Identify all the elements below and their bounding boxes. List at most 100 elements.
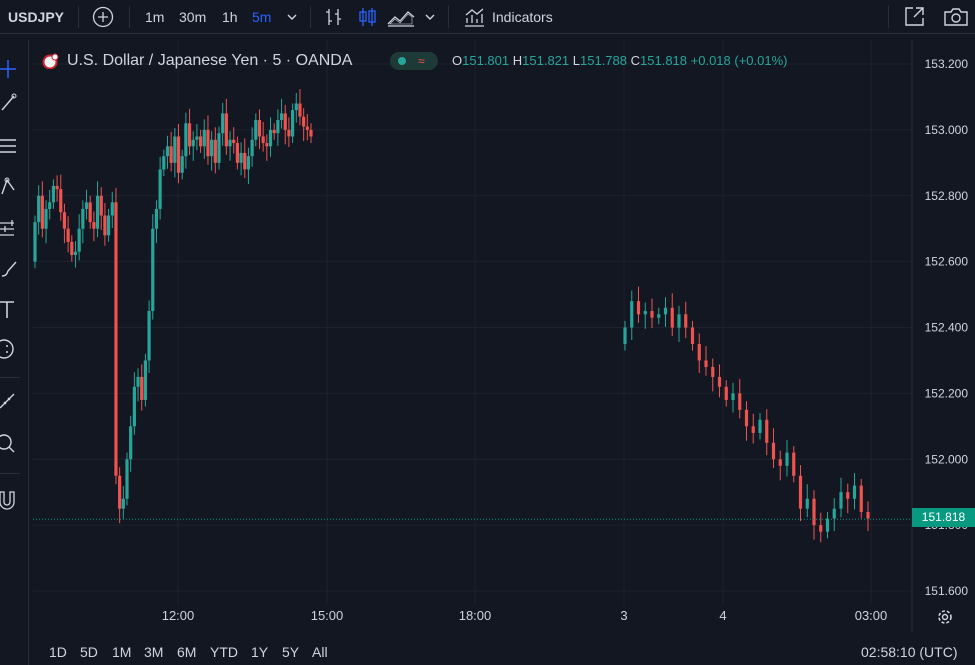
range-6m[interactable]: 6M: [177, 644, 197, 660]
pattern-icon[interactable]: [0, 176, 18, 198]
candle: [283, 104, 287, 145]
price-tick: 153.200: [925, 57, 969, 71]
range-5y[interactable]: 5Y: [282, 644, 300, 660]
interval-1m[interactable]: 1m: [145, 9, 165, 25]
candle-body: [771, 442, 776, 460]
candle-body: [59, 189, 63, 213]
candle: [199, 129, 203, 153]
candle-body: [158, 169, 162, 209]
market-open-dot: [398, 57, 406, 65]
forecast-icon[interactable]: [0, 218, 18, 240]
settings-gear-icon[interactable]: [935, 607, 955, 627]
current-price-tag: 151.818: [912, 508, 975, 527]
candle-body: [103, 215, 107, 236]
trendline-icon[interactable]: [0, 92, 18, 114]
bar-style-icon[interactable]: [323, 6, 345, 28]
candle-body: [711, 367, 715, 377]
candle-body: [257, 119, 262, 137]
time-tick: 18:00: [459, 608, 492, 623]
add-symbol-icon[interactable]: [92, 6, 114, 28]
candle-body: [73, 251, 78, 256]
candle-style-icon[interactable]: [357, 6, 379, 28]
brush-icon[interactable]: [0, 258, 18, 280]
candle: [711, 358, 715, 392]
candle: [118, 467, 122, 524]
price-tick: 152.400: [925, 321, 969, 335]
candle-body: [221, 113, 225, 134]
candle: [136, 368, 140, 402]
ohlc-values: O151.801 H151.821 L151.788 C151.818 +0.0…: [452, 50, 788, 72]
candle: [217, 126, 221, 170]
candle: [839, 477, 843, 518]
candle: [77, 214, 81, 261]
interval-30m[interactable]: 30m: [179, 9, 207, 25]
chevron-down-icon[interactable]: [424, 12, 436, 22]
fib-icon[interactable]: [0, 136, 18, 158]
interval-5m[interactable]: 5m: [252, 9, 272, 25]
candle: [81, 200, 85, 244]
candle: [636, 286, 641, 323]
cursor-icon[interactable]: [0, 58, 18, 80]
candle-body: [778, 459, 782, 466]
text-icon[interactable]: [0, 298, 18, 320]
candle-body: [254, 119, 258, 140]
candle: [107, 208, 111, 242]
range-1d[interactable]: 1D: [49, 644, 67, 660]
camera-icon[interactable]: [943, 5, 969, 27]
market-status-pill[interactable]: ≈: [390, 52, 438, 70]
range-3m[interactable]: 3M: [144, 644, 164, 660]
range-1y[interactable]: 1Y: [251, 644, 269, 660]
candle: [731, 382, 735, 413]
candle-body: [623, 327, 627, 344]
price-chart[interactable]: 153.200 153.000 152.800 152.600 152.400 152.2…: [33, 40, 975, 632]
chevron-down-icon[interactable]: [286, 12, 298, 22]
candle-body: [118, 475, 122, 509]
candle-body: [33, 222, 37, 262]
candle: [114, 187, 118, 485]
candle: [191, 131, 195, 161]
candle-body: [210, 139, 214, 157]
candle: [129, 415, 133, 472]
us-flag-icon: [42, 53, 59, 69]
candle: [751, 413, 755, 444]
price-tick: 152.000: [925, 452, 969, 466]
candle: [140, 364, 144, 411]
candle: [62, 203, 67, 244]
range-all[interactable]: All: [312, 644, 328, 660]
candle-body: [261, 136, 265, 144]
candle-body: [717, 376, 722, 387]
price-tick: 152.600: [925, 255, 969, 269]
candle-body: [751, 426, 755, 433]
candle-body: [40, 195, 44, 229]
candle: [92, 211, 96, 242]
zoom-icon[interactable]: [0, 433, 18, 455]
interval-1h[interactable]: 1h: [222, 9, 238, 25]
area-style-icon[interactable]: [387, 6, 415, 28]
candle: [309, 123, 313, 144]
candle-body: [250, 139, 254, 157]
emoji-icon[interactable]: [0, 338, 18, 360]
candle-body: [199, 136, 203, 147]
candle: [785, 440, 789, 477]
price-tick: 152.800: [925, 189, 969, 203]
popout-icon[interactable]: [903, 5, 925, 27]
candles: [33, 89, 870, 543]
indicators-button[interactable]: Indicators: [492, 9, 553, 25]
candle: [298, 89, 302, 126]
indicators-icon[interactable]: [463, 6, 485, 28]
candle: [246, 147, 251, 184]
candle-body: [187, 123, 192, 147]
utc-clock[interactable]: 02:58:10 (UTC): [861, 644, 958, 660]
range-5d[interactable]: 5D: [80, 644, 98, 660]
divider: [310, 6, 311, 28]
candle: [294, 92, 298, 123]
candle-body: [162, 156, 166, 170]
ruler-icon[interactable]: [0, 390, 18, 412]
range-ytd[interactable]: YTD: [210, 644, 238, 660]
magnet-icon[interactable]: [0, 488, 18, 510]
range-1m[interactable]: 1M: [112, 644, 132, 660]
candle-body: [88, 202, 92, 223]
candle-body: [202, 129, 206, 147]
symbol-name[interactable]: USDJPY: [8, 9, 65, 25]
candle-body: [657, 314, 661, 318]
